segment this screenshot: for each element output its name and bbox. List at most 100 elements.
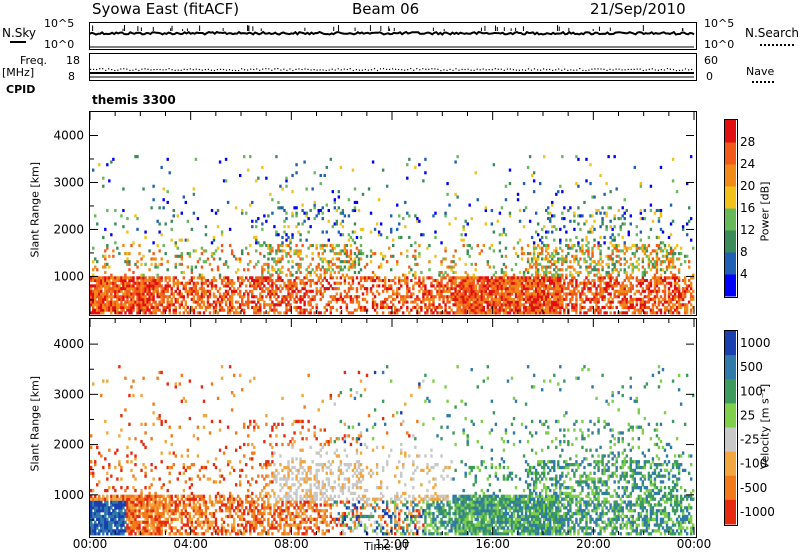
power-cell: [466, 303, 469, 307]
power-cell: [476, 289, 479, 293]
power-cell: [613, 278, 616, 283]
power-cell: [289, 292, 292, 296]
power-cell: [579, 246, 582, 250]
power-cell: [333, 281, 337, 285]
velocity-cell: [100, 454, 103, 458]
nave-dot: [398, 68, 400, 71]
power-cell: [341, 211, 345, 215]
power-cell: [565, 254, 568, 258]
power-cell: [474, 289, 477, 293]
power-cell: [675, 308, 679, 312]
power-cell: [222, 278, 226, 283]
power-cell: [271, 281, 274, 285]
power-cell: [518, 284, 522, 288]
velocity-cell: [164, 497, 167, 501]
power-cell: [269, 246, 272, 250]
power-cell: [595, 268, 598, 272]
power-cell: [170, 227, 173, 231]
power-cell: [512, 273, 516, 277]
power-cell: [468, 276, 471, 280]
power-cell: [534, 211, 538, 215]
power-cell: [333, 222, 337, 226]
power-cell: [98, 289, 101, 293]
power-cell: [124, 292, 127, 296]
power-cell: [267, 265, 270, 269]
power-cell: [512, 305, 516, 310]
velocity-cell: [156, 494, 159, 498]
velocity-cell: [120, 414, 123, 418]
power-cell: [587, 289, 590, 293]
power-cell: [402, 217, 405, 221]
power-cell: [508, 295, 512, 299]
power-cell: [504, 300, 508, 304]
power-cell: [420, 281, 423, 285]
power-cell: [456, 195, 459, 199]
power-cell: [462, 311, 465, 315]
power-cell: [118, 276, 121, 280]
power-cell: [365, 292, 369, 296]
power-cell: [645, 270, 649, 274]
power-cell: [110, 305, 113, 310]
nave-dot: [467, 68, 469, 70]
power-cell: [307, 278, 310, 283]
power-cell: [567, 303, 570, 307]
power-cell: [389, 295, 393, 299]
power-cell: [200, 281, 204, 285]
power-cell: [424, 157, 427, 161]
power-cell: [534, 284, 538, 288]
power-cell: [526, 165, 530, 169]
velocity-cell: [128, 506, 131, 510]
power-cell: [335, 257, 339, 261]
power-cell: [414, 241, 417, 245]
power-cell: [557, 297, 560, 301]
power-cell: [255, 241, 258, 245]
power-cell: [671, 297, 675, 301]
power-cell: [188, 287, 192, 291]
power-cell: [486, 276, 490, 280]
power-cell: [605, 225, 608, 229]
velocity-cell: [128, 526, 131, 530]
power-cell: [309, 308, 312, 312]
power-cell: [174, 289, 177, 293]
power-cell: [255, 179, 258, 183]
power-cell: [192, 311, 196, 315]
nave-dot: [615, 68, 617, 70]
velocity-cell: [120, 486, 123, 490]
power-cell: [402, 311, 405, 315]
power-cell: [551, 278, 554, 283]
power-cell: [563, 292, 566, 296]
velocity-cell: [108, 465, 111, 470]
power-cell: [438, 289, 441, 293]
power-cell: [498, 311, 502, 315]
power-cell: [339, 268, 343, 272]
velocity-cell: [164, 523, 167, 527]
power-cell: [389, 268, 393, 272]
power-cell: [371, 292, 375, 296]
power-cell: [379, 305, 383, 310]
power-cell: [247, 268, 250, 272]
power-cell: [472, 311, 475, 315]
power-cell: [631, 311, 634, 315]
power-cell: [208, 311, 212, 315]
power-cell: [100, 276, 103, 280]
power-cell: [623, 289, 626, 293]
velocity-cell: [94, 497, 97, 501]
power-cell: [283, 249, 286, 253]
nave-dot: [485, 69, 487, 71]
power-cell: [238, 281, 242, 285]
power-cell: [464, 281, 467, 285]
power-cell: [394, 308, 397, 312]
power-cell: [122, 287, 125, 291]
power-cell: [377, 230, 381, 234]
power-cell: [627, 265, 630, 269]
power-cell: [341, 260, 345, 264]
power-cell: [615, 289, 618, 293]
velocity-cell: [142, 376, 145, 380]
power-cell: [400, 295, 403, 299]
power-cell: [160, 292, 163, 296]
power-cell: [238, 311, 242, 315]
power-cell: [416, 297, 419, 301]
velocity-cell: [154, 503, 157, 507]
power-cell: [196, 260, 200, 264]
power-cell: [611, 305, 614, 310]
